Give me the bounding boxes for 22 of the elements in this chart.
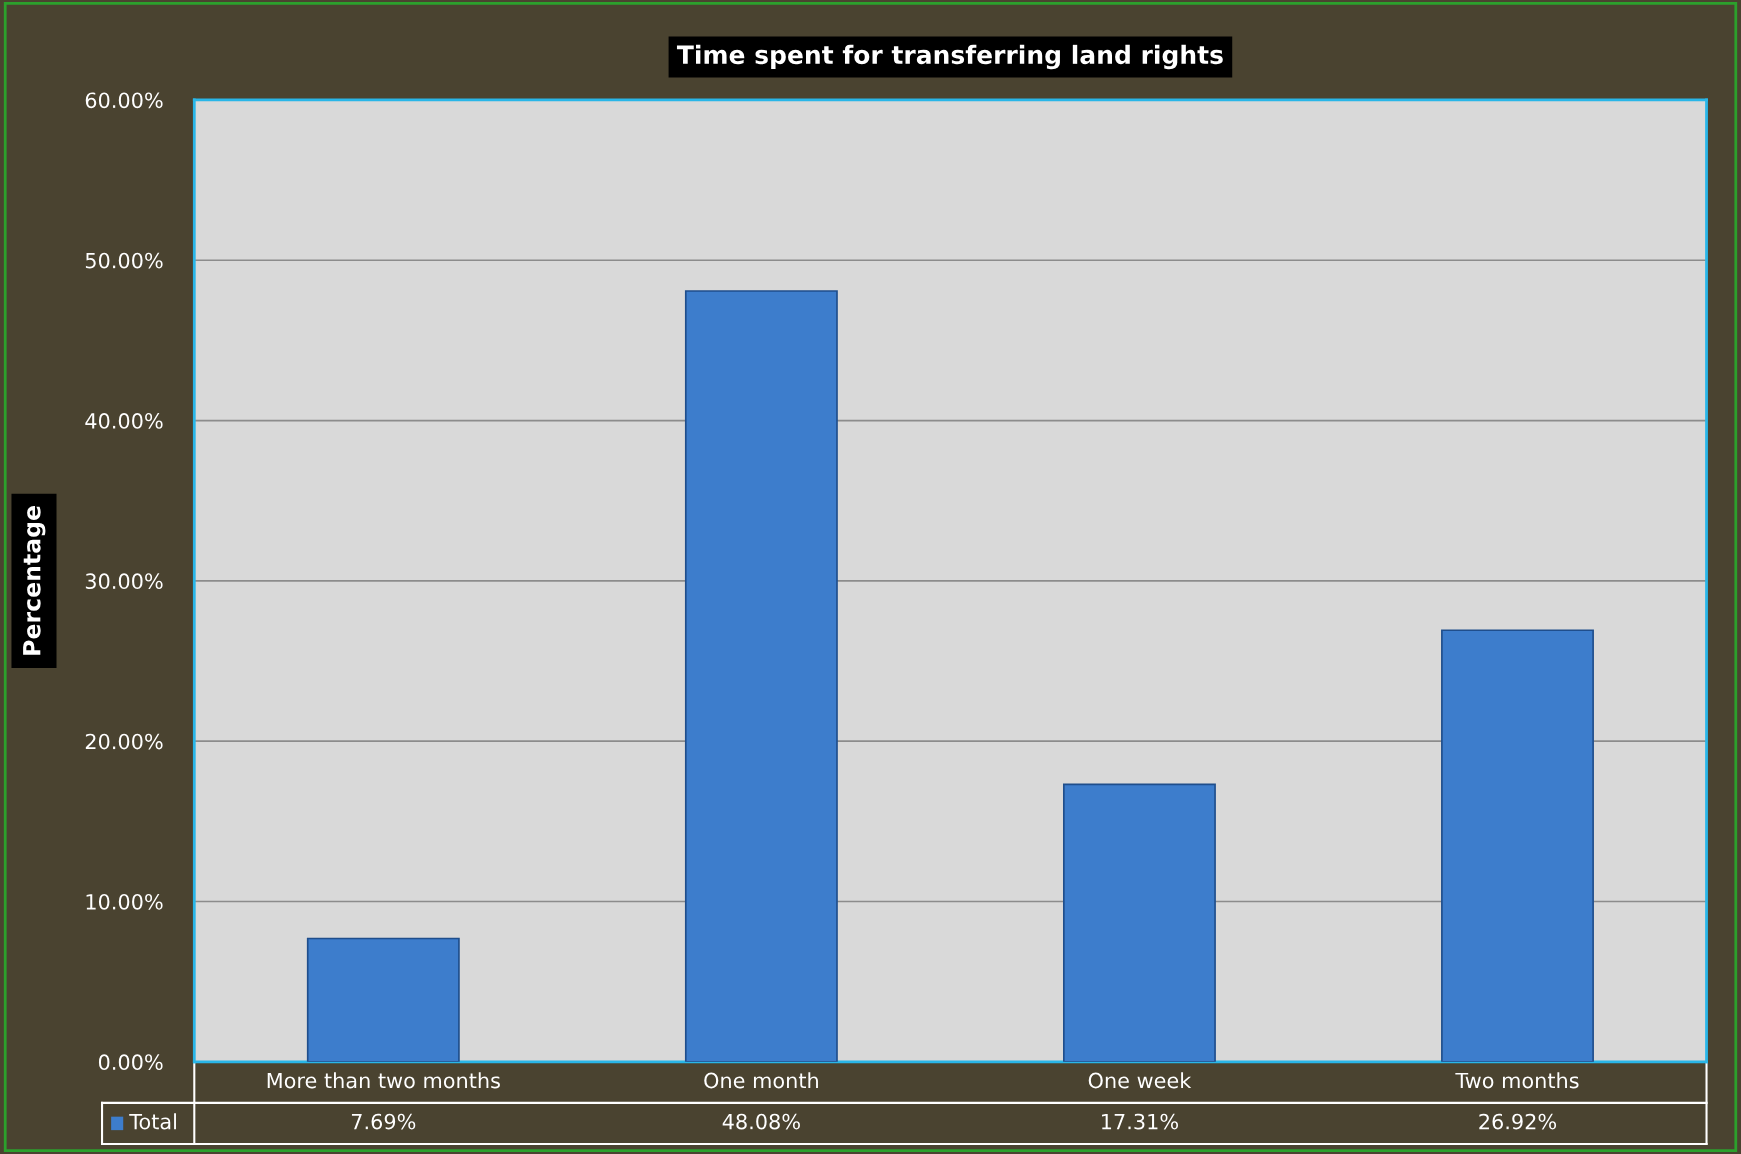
- y-tick-label: 10.00%: [86, 893, 163, 910]
- y-tick-label: 20.00%: [85, 733, 163, 750]
- data-label: 48.08%: [722, 1113, 800, 1130]
- data-label: 26.92%: [1479, 1113, 1557, 1130]
- x-tick-label: One week: [1088, 1072, 1192, 1089]
- y-tick-label: 40.00%: [85, 413, 163, 429]
- bar: [684, 290, 838, 1062]
- bar: [306, 937, 460, 1062]
- y-tick-label: 0.00%: [98, 1054, 163, 1071]
- chart-title: Time spent for transferring land rights: [676, 44, 1223, 70]
- x-tick-label: More than two months: [267, 1072, 500, 1089]
- y-tick-label: 30.00%: [85, 573, 163, 590]
- y-tick-label: 50.00%: [85, 252, 163, 269]
- legend-label: Total: [129, 1113, 176, 1130]
- data-label: 17.31%: [1102, 1113, 1179, 1130]
- bar: [1441, 629, 1594, 1062]
- y-axis-title: Percentage: [23, 506, 46, 655]
- x-tick-label: Two months: [1455, 1072, 1579, 1089]
- y-tick-label: 60.00%: [85, 92, 163, 109]
- x-tick-label: One month: [704, 1072, 818, 1089]
- data-label: 7.69%: [351, 1113, 416, 1130]
- bar: [1062, 783, 1216, 1062]
